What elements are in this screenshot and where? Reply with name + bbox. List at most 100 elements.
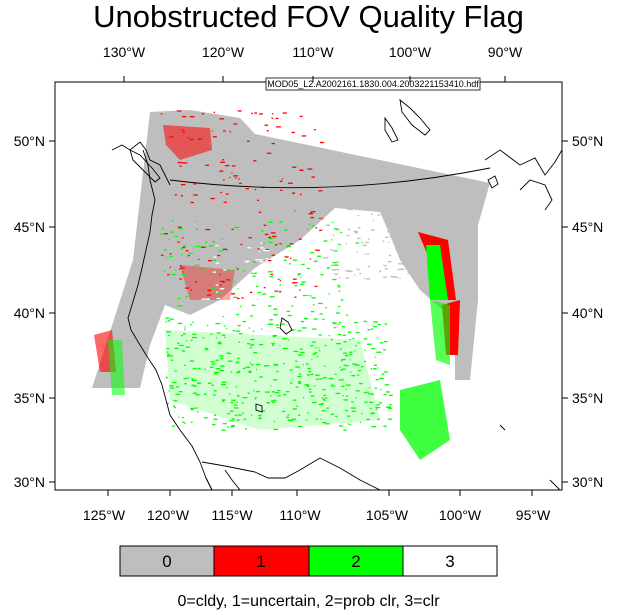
flag-pixel <box>370 229 375 231</box>
flag-pixel <box>277 395 281 397</box>
flag-pixel <box>229 410 234 412</box>
flag-pixel <box>384 268 388 270</box>
flag-pixel <box>294 210 296 212</box>
flag-pixel <box>241 402 244 404</box>
flag-pixel <box>197 382 201 384</box>
flag-pixel <box>382 240 385 242</box>
flag-pixel <box>180 335 184 337</box>
flag-pixel <box>215 373 218 375</box>
flag-pixel <box>400 268 405 270</box>
flag-pixel <box>406 211 410 213</box>
flag-pixel <box>322 377 327 379</box>
flag-pixel <box>228 317 232 319</box>
flag-pixel <box>371 393 374 396</box>
flag-pixel <box>267 271 273 273</box>
flag-pixel <box>409 220 412 223</box>
flag-pixel <box>343 352 347 354</box>
flag-pixel <box>333 234 335 237</box>
flag-pixel <box>169 318 174 320</box>
flag-pixel <box>375 379 379 381</box>
flag-pixel <box>367 253 370 255</box>
flag-pixel <box>235 330 240 332</box>
flag-pixel <box>170 359 174 361</box>
flag-pixel <box>302 294 308 297</box>
flag-pixel <box>371 312 376 314</box>
flag-pixel <box>255 368 257 371</box>
flag-pixel <box>241 297 244 299</box>
flag-pixel <box>307 168 313 170</box>
flag-pixel <box>237 110 242 112</box>
left-lat-label: 45°N <box>14 219 45 235</box>
flag-pixel <box>347 423 349 425</box>
flag-pixel <box>249 362 252 364</box>
flag-pixel <box>184 326 186 328</box>
flag-pixel <box>262 224 264 226</box>
right-lat-label: 40°N <box>572 305 603 321</box>
flag-pixel <box>282 347 288 350</box>
flag-pixel <box>353 230 358 233</box>
flag-pixel <box>375 279 381 282</box>
flag-pixel <box>232 330 235 332</box>
flag-pixel <box>205 241 208 243</box>
flag-pixel <box>345 384 351 386</box>
flag-pixel <box>221 334 226 336</box>
flag-pixel <box>235 267 238 269</box>
flag-pixel <box>389 404 392 406</box>
flag-pixel <box>409 272 411 274</box>
flag-pixel <box>231 165 236 167</box>
flag-pixel <box>310 211 316 213</box>
flag-pixel <box>328 293 330 295</box>
flag-pixel <box>291 131 296 134</box>
flag-pixel <box>253 272 257 274</box>
flag-pixel <box>349 351 353 353</box>
flag-pixel <box>343 245 344 247</box>
flag-pixel <box>321 402 324 405</box>
flag-pixel <box>359 308 362 310</box>
flag-pixel <box>357 342 360 344</box>
flag-pixel <box>362 244 367 246</box>
left-latitude-labels: 50°N 45°N 40°N 35°N 30°N <box>14 133 45 490</box>
flag-pixel <box>351 313 354 315</box>
flag-pixel <box>390 201 394 203</box>
flag-pixel <box>306 385 310 387</box>
flag-pixel <box>374 260 379 262</box>
flag-pixel <box>298 381 301 383</box>
flag-pixel <box>322 318 325 320</box>
flag-pixel <box>287 182 293 184</box>
flag-pixel <box>212 424 216 426</box>
flag-pixel <box>237 370 241 372</box>
flag-pixel <box>258 264 261 267</box>
flag-pixel <box>274 314 276 316</box>
flag-pixel <box>250 344 253 346</box>
flag-pixel <box>295 360 298 362</box>
flag-pixel <box>305 284 309 287</box>
flag-pixel <box>268 221 273 223</box>
flag-pixel <box>193 272 196 275</box>
flag-pixel <box>283 363 285 365</box>
flag-pixel <box>242 320 246 323</box>
left-lat-label: 35°N <box>14 390 45 406</box>
flag-pixel <box>334 269 340 271</box>
flag-pixel <box>332 262 337 264</box>
flag-pixel <box>315 347 317 349</box>
flag-pixel <box>195 394 201 396</box>
flag-pixel <box>204 347 208 350</box>
flag-pixel <box>178 228 183 230</box>
flag-pixel <box>250 315 253 317</box>
flag-pixel <box>177 241 180 243</box>
flag-pixel <box>254 112 257 114</box>
flag-pixel <box>369 401 374 403</box>
flag-pixel <box>336 343 342 345</box>
flag-pixel <box>207 382 212 384</box>
flag-pixel <box>297 375 302 378</box>
flag-pixel <box>194 246 196 248</box>
bottom-lon-label: 105°W <box>366 507 409 523</box>
flag-pixel <box>331 383 333 386</box>
flag-pixel <box>188 252 193 255</box>
flag-pixel <box>231 228 234 230</box>
flag-pixel <box>383 425 387 427</box>
flag-pixel <box>298 238 302 240</box>
flag-pixel <box>389 394 393 396</box>
flag-pixel <box>356 237 361 240</box>
flag-pixel <box>276 370 279 373</box>
